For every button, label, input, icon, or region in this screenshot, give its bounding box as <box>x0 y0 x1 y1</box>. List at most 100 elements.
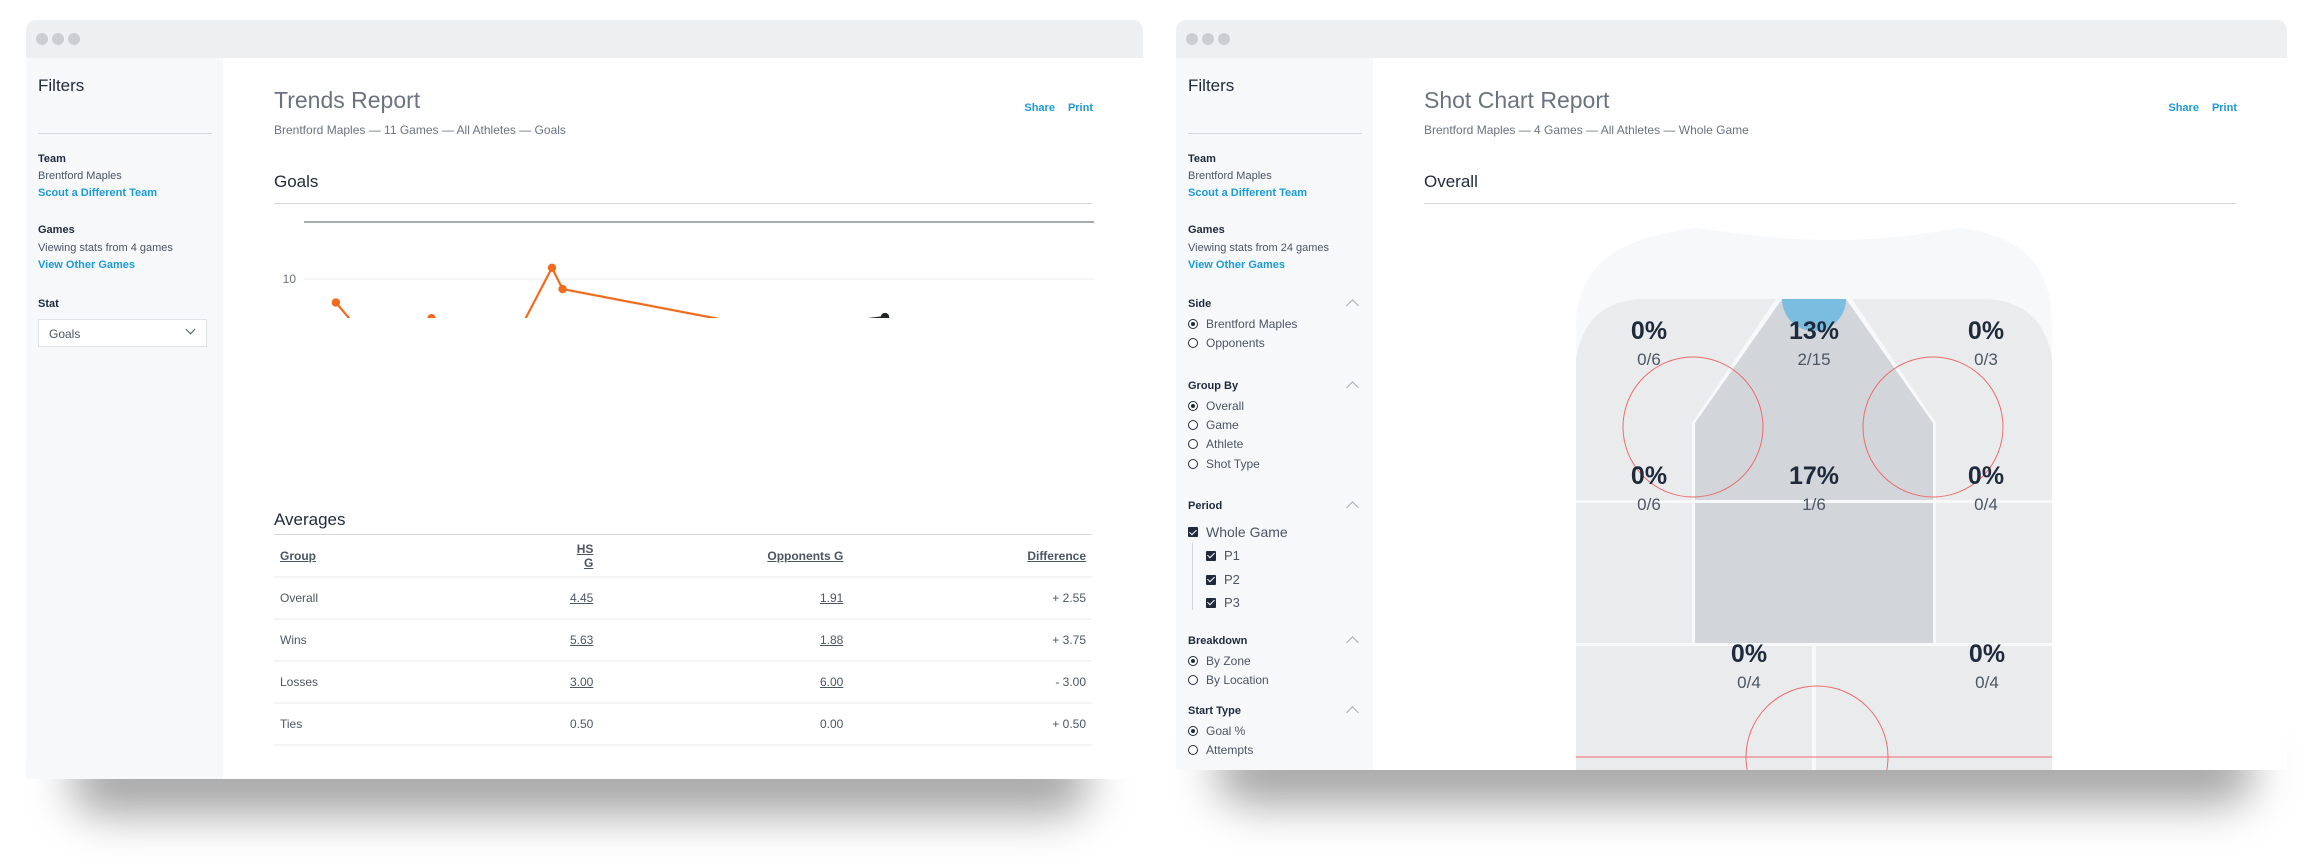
data-point-team <box>331 298 341 307</box>
period-whole-game-checkbox[interactable]: Whole Game <box>1188 524 1288 540</box>
trends-main: Trends Report Brentford Maples — 11 Game… <box>223 58 1143 779</box>
breakdown-option-by-location[interactable]: By Location <box>1188 673 1269 687</box>
breakdown-label: Breakdown <box>1188 635 1248 647</box>
cell-difference: + 3.75 <box>849 618 1092 661</box>
window-titlebar <box>1176 20 2287 58</box>
breakdown-option-by-zone[interactable]: By Zone <box>1188 654 1251 668</box>
zone-pct-right-point: 0% <box>1969 640 2005 668</box>
averages-table: Group HS G Opponents G Difference Overal… <box>274 535 1092 746</box>
radio-icon <box>1188 745 1198 755</box>
filters-divider <box>1188 133 1362 134</box>
period-p3-checkbox[interactable]: P3 <box>1206 595 1240 610</box>
zone-left-high <box>1576 299 1776 500</box>
option-label: Game <box>1206 418 1239 432</box>
period-tree-line <box>1192 543 1193 610</box>
games-label: Games <box>1188 224 1225 236</box>
collapse-period-icon[interactable] <box>1346 501 1359 514</box>
zone-pct-right-mid: 0% <box>1968 462 2004 490</box>
column-header-hs-g[interactable]: HS G <box>576 541 594 570</box>
checkbox-checked-icon <box>1188 527 1198 537</box>
chart-grid <box>304 278 1094 280</box>
trends-report-window: Filters Team Brentford Maples Scout a Di… <box>26 20 1143 779</box>
view-other-games-link[interactable]: View Other Games <box>38 259 136 271</box>
collapse-group-by-icon[interactable] <box>1346 381 1359 394</box>
start-type-option-goal-pct[interactable]: Goal % <box>1188 724 1245 738</box>
period-p2-checkbox[interactable]: P2 <box>1206 572 1240 587</box>
group-by-option-overall[interactable]: Overall <box>1188 399 1244 413</box>
filters-title: Filters <box>1188 76 1235 95</box>
print-link[interactable]: Print <box>2211 102 2237 114</box>
goals-section-title: Goals <box>274 172 319 191</box>
share-link[interactable]: Share <box>1024 102 1055 114</box>
filters-title: Filters <box>38 76 85 95</box>
cell-opponents-g[interactable]: 1.88 <box>599 618 850 661</box>
cell-hs-g[interactable]: 5.63 <box>564 618 600 661</box>
view-other-games-link[interactable]: View Other Games <box>1188 259 1286 271</box>
filters-divider <box>38 133 212 134</box>
group-by-option-game[interactable]: Game <box>1188 418 1239 432</box>
team-label: Team <box>1188 153 1216 165</box>
radio-selected-icon <box>1188 319 1198 329</box>
column-header-group[interactable]: Group <box>280 548 316 563</box>
stat-select[interactable]: Goals <box>38 319 207 347</box>
zone-frac-right-high: 0/3 <box>1974 350 1998 369</box>
start-type-label: Start Type <box>1188 705 1241 717</box>
radio-selected-icon <box>1188 726 1198 736</box>
window-close-dot[interactable] <box>1186 33 1198 45</box>
group-by-option-shot-type[interactable]: Shot Type <box>1188 457 1260 471</box>
option-label: Athlete <box>1206 437 1244 451</box>
column-header-opponents-g[interactable]: Opponents G <box>767 548 844 563</box>
window-maximize-dot[interactable] <box>68 33 80 45</box>
period-p1-checkbox[interactable]: P1 <box>1206 548 1240 563</box>
collapse-start-type-icon[interactable] <box>1346 706 1359 719</box>
side-option-brentford-maples[interactable]: Brentford Maples <box>1188 317 1297 331</box>
period-label: Period <box>1188 500 1223 512</box>
window-minimize-dot[interactable] <box>52 33 64 45</box>
side-option-opponents[interactable]: Opponents <box>1188 336 1265 350</box>
option-label: Overall <box>1206 399 1245 413</box>
group-by-option-athlete[interactable]: Athlete <box>1188 437 1243 451</box>
collapse-breakdown-icon[interactable] <box>1346 636 1359 649</box>
scout-different-team-link[interactable]: Scout a Different Team <box>38 187 157 199</box>
zone-pct-left-point: 0% <box>1731 640 1767 668</box>
zone-frac-slot: 2/15 <box>1797 350 1830 369</box>
games-label: Games <box>38 224 75 236</box>
cell-opponents-g[interactable]: 1.91 <box>599 576 850 619</box>
window-minimize-dot[interactable] <box>1202 33 1214 45</box>
series-line-opponents <box>867 315 888 318</box>
start-type-option-attempts[interactable]: Attempts <box>1188 743 1253 757</box>
window-close-dot[interactable] <box>36 33 48 45</box>
radio-selected-icon <box>1188 401 1198 411</box>
chart-y-ticks: 0510 <box>283 272 297 286</box>
cell-hs-g[interactable]: 3.00 <box>564 660 600 703</box>
zone-right-point <box>1816 646 2052 770</box>
zone-pct-left-mid: 0% <box>1631 462 1667 490</box>
cell-opponents-g[interactable]: 6.00 <box>599 660 850 703</box>
collapse-side-icon[interactable] <box>1346 299 1359 312</box>
print-link[interactable]: Print <box>1067 102 1093 114</box>
zone-pct-slot: 13% <box>1789 317 1839 345</box>
radio-selected-icon <box>1188 656 1198 666</box>
checkbox-checked-icon <box>1206 550 1216 561</box>
top-actions: Share Print <box>1011 102 1093 114</box>
option-label: Attempts <box>1206 743 1254 757</box>
share-link[interactable]: Share <box>2168 102 2199 114</box>
averages-divider <box>274 534 1092 535</box>
option-label: P1 <box>1224 548 1240 563</box>
y-tick-label: 10 <box>283 272 297 286</box>
games-text: Viewing stats from 24 games <box>1188 242 1330 254</box>
stat-select-value: Goals <box>49 327 81 341</box>
column-header-difference[interactable]: Difference <box>1027 548 1086 563</box>
shot-zone-rink: 0% 0/6 13% 2/15 0% 0/3 0% 0/6 17% 1/6 0% 0/4 0% 0/4 0%… <box>1576 222 2052 770</box>
zone-frac-right-point: 0/4 <box>1975 673 1999 692</box>
window-maximize-dot[interactable] <box>1218 33 1230 45</box>
radio-icon <box>1188 675 1198 685</box>
option-label: Whole Game <box>1206 524 1288 540</box>
zone-pct-left-high: 0% <box>1631 317 1667 345</box>
scout-different-team-link[interactable]: Scout a Different Team <box>1188 187 1307 199</box>
stat-label: Stat <box>38 298 59 310</box>
page-title: Trends Report <box>274 87 421 113</box>
rink-zones <box>1576 299 2052 770</box>
cell-hs-g: 0.50 <box>564 702 600 746</box>
cell-hs-g[interactable]: 4.45 <box>564 576 600 619</box>
